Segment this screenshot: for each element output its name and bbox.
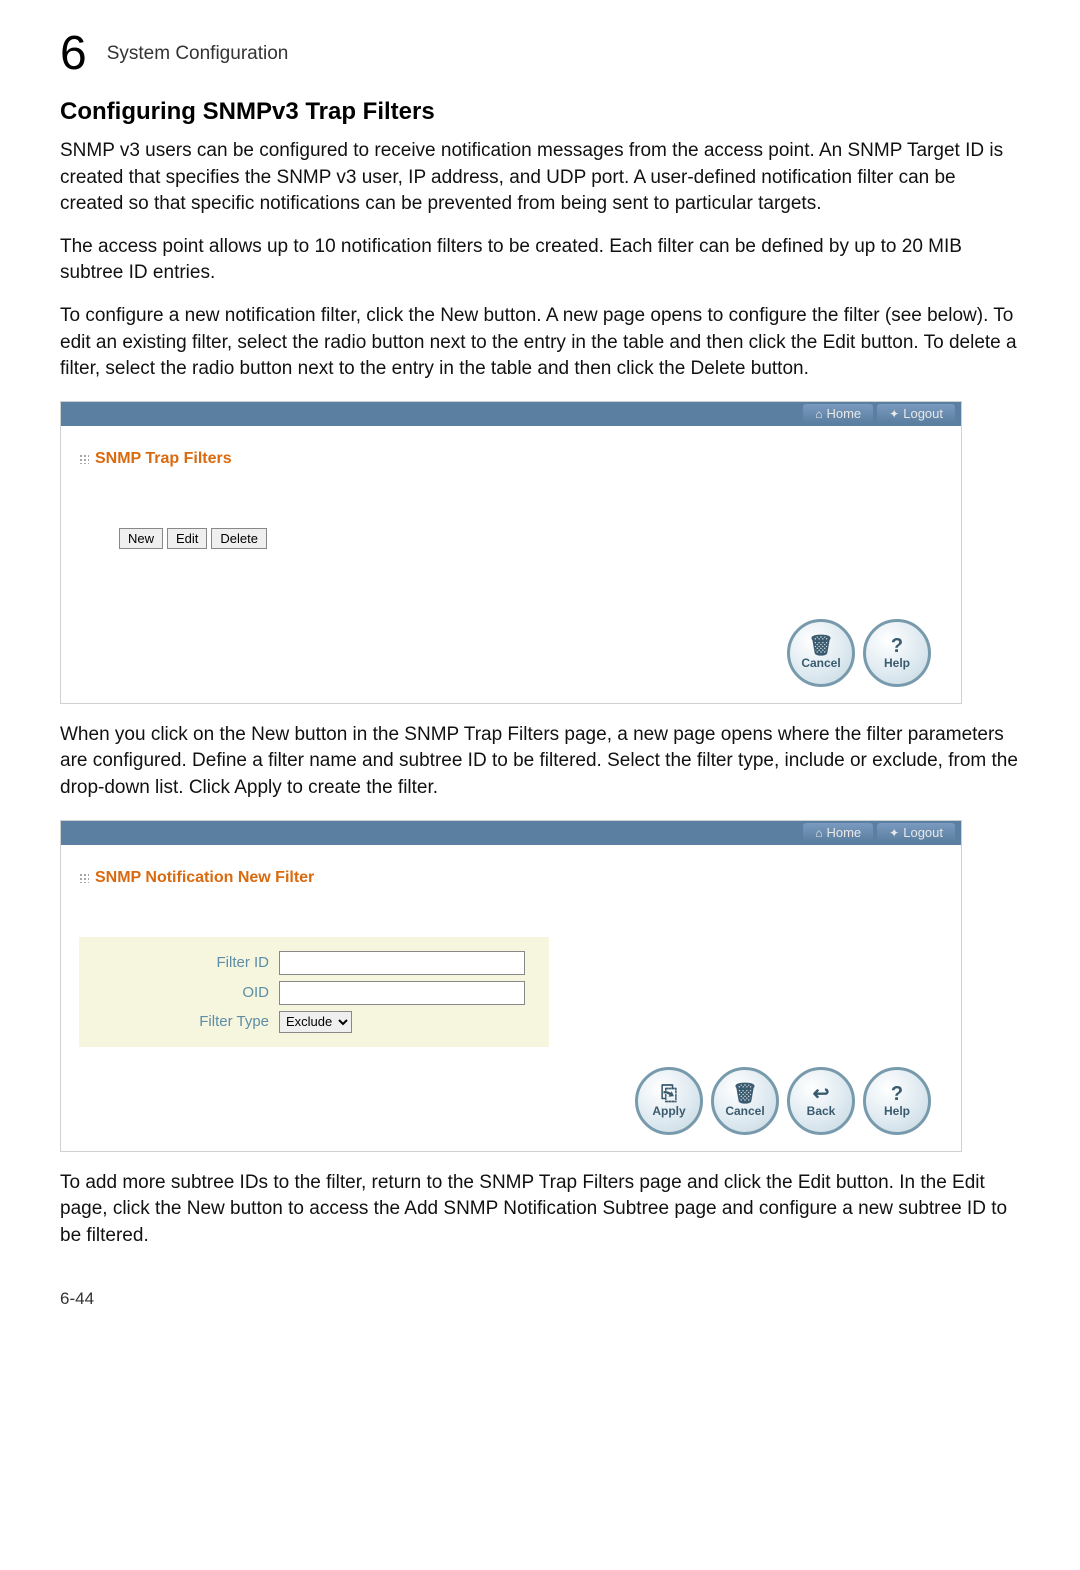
- help-round-button-2[interactable]: ? Help: [863, 1067, 931, 1135]
- panel2-heading: SNMP Notification New Filter: [79, 869, 951, 887]
- paragraph-5: To add more subtree IDs to the filter, r…: [60, 1170, 1020, 1250]
- paragraph-4: When you click on the New button in the …: [60, 722, 1020, 802]
- logout-tab-2[interactable]: ✦ Logout: [877, 823, 955, 842]
- filter-id-label: Filter ID: [79, 954, 279, 971]
- panel-heading: SNMP Trap Filters: [79, 450, 951, 468]
- cancel-label: Cancel: [801, 656, 840, 670]
- help-icon: ?: [891, 1084, 903, 1104]
- logout-icon: ✦: [889, 407, 899, 421]
- cancel-icon: 🗑: [808, 636, 833, 656]
- screenshot-topbar: ⌂ Home ✦ Logout: [61, 402, 961, 426]
- chapter-number: 6: [60, 30, 87, 78]
- cancel-round-button-2[interactable]: 🗑 Cancel: [711, 1067, 779, 1135]
- home-tab-2[interactable]: ⌂ Home: [803, 823, 873, 842]
- paragraph-3: To configure a new notification filter, …: [60, 303, 1020, 383]
- screenshot-new-filter: ⌂ Home ✦ Logout SNMP Notification New Fi…: [60, 820, 962, 1152]
- help-round-button[interactable]: ? Help: [863, 619, 931, 687]
- home-label-2: Home: [826, 825, 861, 840]
- filter-id-input[interactable]: [279, 951, 525, 975]
- home-icon: ⌂: [815, 826, 822, 840]
- home-label: Home: [826, 406, 861, 421]
- logout-tab[interactable]: ✦ Logout: [877, 404, 955, 423]
- filter-form: Filter ID OID Filter Type Exclude: [79, 937, 549, 1047]
- edit-button[interactable]: Edit: [167, 528, 207, 549]
- page-number: 6-44: [60, 1289, 1020, 1309]
- page-header: 6 System Configuration: [60, 30, 1020, 78]
- home-tab[interactable]: ⌂ Home: [803, 404, 873, 423]
- apply-round-button[interactable]: ⎘ Apply: [635, 1067, 703, 1135]
- apply-icon: ⎘: [661, 1084, 677, 1104]
- help-label-2: Help: [884, 1104, 910, 1118]
- chapter-title: System Configuration: [107, 43, 289, 65]
- new-button[interactable]: New: [119, 528, 163, 549]
- cancel-round-button[interactable]: 🗑 Cancel: [787, 619, 855, 687]
- panel2-heading-text: SNMP Notification New Filter: [95, 869, 314, 887]
- help-label: Help: [884, 656, 910, 670]
- back-label: Back: [807, 1104, 836, 1118]
- back-round-button[interactable]: ↩ Back: [787, 1067, 855, 1135]
- screenshot-trap-filters: ⌂ Home ✦ Logout SNMP Trap Filters New Ed…: [60, 401, 962, 704]
- paragraph-2: The access point allows up to 10 notific…: [60, 234, 1020, 287]
- paragraph-1: SNMP v3 users can be configured to recei…: [60, 138, 1020, 218]
- heading-dots-icon: [79, 454, 89, 464]
- cancel-icon: 🗑: [732, 1084, 757, 1104]
- cancel-label-2: Cancel: [725, 1104, 764, 1118]
- home-icon: ⌂: [815, 407, 822, 421]
- delete-button[interactable]: Delete: [211, 528, 267, 549]
- logout-label-2: Logout: [903, 825, 943, 840]
- filter-type-label: Filter Type: [79, 1013, 279, 1030]
- oid-label: OID: [79, 984, 279, 1001]
- heading-dots-icon: [79, 873, 89, 883]
- screenshot2-topbar: ⌂ Home ✦ Logout: [61, 821, 961, 845]
- logout-label: Logout: [903, 406, 943, 421]
- help-icon: ?: [891, 636, 903, 656]
- panel-heading-text: SNMP Trap Filters: [95, 450, 232, 468]
- section-title: Configuring SNMPv3 Trap Filters: [60, 98, 1020, 126]
- back-icon: ↩: [813, 1084, 830, 1104]
- filter-type-select[interactable]: Exclude: [279, 1011, 352, 1033]
- apply-label: Apply: [652, 1104, 685, 1118]
- logout-icon: ✦: [889, 826, 899, 840]
- oid-input[interactable]: [279, 981, 525, 1005]
